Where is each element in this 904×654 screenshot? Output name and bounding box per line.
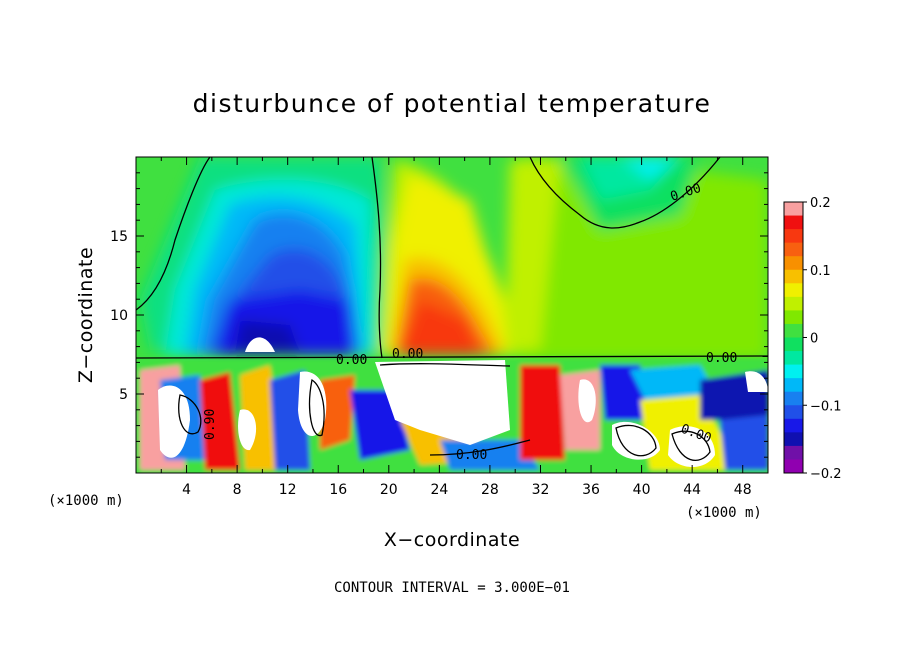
y-tick-label: 10	[110, 308, 128, 324]
contour-interval-note: CONTOUR INTERVAL = 3.000E−01	[334, 580, 570, 596]
colorbar-swatch	[784, 256, 803, 271]
contour-label: 0.00	[706, 351, 737, 366]
colorbar-tick-label: 0	[810, 332, 818, 347]
colorbar-swatch	[784, 215, 803, 230]
x-unit-label-right: (×1000 m)	[686, 505, 762, 521]
y-tick-label: 5	[119, 387, 128, 403]
colorbar-swatch	[784, 418, 803, 433]
colorbar-swatch	[784, 405, 803, 420]
colorbar-swatch	[784, 229, 803, 244]
x-tick-label: 36	[582, 482, 600, 498]
x-tick-label: 44	[683, 482, 701, 498]
colorbar-swatch	[784, 391, 803, 406]
colorbar-swatch	[784, 378, 803, 393]
contour-label: 0.00	[392, 347, 423, 362]
contour-label: 0.00	[456, 448, 487, 463]
colorbar	[783, 201, 807, 474]
colorbar-swatch	[784, 269, 803, 284]
x-tick-label: 4	[182, 482, 191, 498]
x-axis-label: X−coordinate	[384, 529, 520, 551]
colorbar-swatch	[784, 310, 803, 325]
colorbar-swatch	[784, 283, 803, 298]
x-unit-label-left: (×1000 m)	[48, 493, 124, 509]
x-tick-label: 24	[430, 482, 448, 498]
colorbar-swatch	[784, 351, 803, 366]
colorbar-swatch	[784, 202, 803, 217]
x-tick-label: 40	[633, 482, 651, 498]
colorbar-swatch	[784, 459, 803, 474]
colorbar-swatch	[784, 337, 803, 352]
colorbar-swatch	[784, 242, 803, 257]
colorbar-tick-label: 0.2	[810, 196, 831, 211]
y-tick-label: 15	[110, 229, 128, 245]
contour-label: 0.90	[203, 409, 218, 440]
x-tick-label: 48	[734, 482, 752, 498]
x-tick-label: 16	[329, 482, 347, 498]
colorbar-swatch	[784, 432, 803, 447]
colorbar-swatch	[784, 296, 803, 311]
colorbar-tick-label: −0.1	[810, 399, 842, 414]
colorbar-swatch	[784, 364, 803, 379]
x-tick-label: 12	[279, 482, 297, 498]
colorbar-tick-label: −0.2	[810, 467, 842, 482]
chart-title: disturbunce of potential temperature	[193, 89, 712, 118]
x-tick-label: 28	[481, 482, 499, 498]
colorbar-swatch	[784, 323, 803, 338]
x-tick-label: 8	[233, 482, 242, 498]
heatmap-field	[136, 157, 768, 473]
x-tick-label: 20	[380, 482, 398, 498]
contour-label: 0.00	[336, 353, 367, 368]
colorbar-swatch	[784, 445, 803, 460]
x-tick-label: 32	[532, 482, 550, 498]
y-axis-label: Z−coordinate	[75, 247, 97, 383]
colorbar-tick-label: 0.1	[810, 264, 831, 279]
